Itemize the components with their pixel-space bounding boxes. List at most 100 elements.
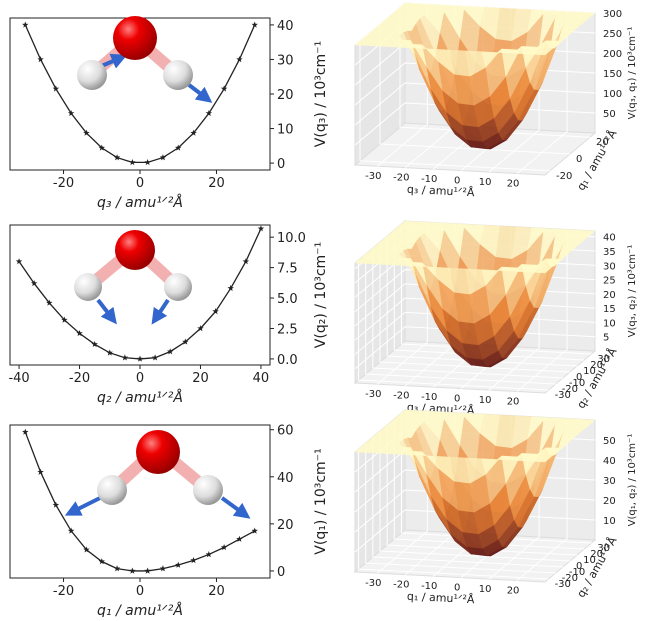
y-tick-label: 7.5 [277, 262, 298, 277]
x-tick-label: 10 [479, 395, 492, 406]
z-tick-label: 10 [603, 516, 616, 527]
star-marker [67, 109, 75, 117]
y-tick-label: 0 [576, 372, 582, 383]
star-marker [257, 225, 265, 232]
z-tick-label: 40 [603, 456, 616, 467]
star-marker [190, 129, 197, 136]
x-tick-label: 20 [507, 397, 520, 408]
star-marker [121, 354, 129, 361]
molecule-illustration [77, 16, 213, 103]
curve [24, 24, 256, 164]
x-tick-label: 40 [253, 371, 270, 386]
y-tick-label: 20 [590, 549, 603, 560]
line-chart: -20 0 20 0 10 20 30 40 q₃ / amu¹ᐟ²Å V(q₃) / 10³cm… [9, 17, 329, 211]
star-marker [220, 544, 228, 551]
star-marker [159, 565, 167, 572]
y-tick-label: 30 [597, 543, 610, 554]
z-tick-label: 35 [603, 247, 616, 258]
star-marker [98, 558, 105, 565]
z-axis-label: V(q₃, q₂) / 10³cm⁻¹ [627, 245, 638, 338]
star-marker [52, 501, 60, 508]
y-axis-label: V(q₂) / 10³cm⁻¹ [313, 242, 329, 348]
star-marker [212, 308, 219, 315]
surface-chart: -30 -20 -10 0 10 20 -20 0 20 50 100 150 200 250 300 q₃ … [353, 1, 638, 200]
z-tick-label: 200 [603, 49, 622, 60]
y-tick-label: 30 [597, 354, 610, 365]
x-tick-label: -20 [393, 173, 409, 184]
star-marker [83, 546, 90, 553]
star-marker [159, 154, 167, 161]
y-tick-label: -10 [569, 567, 585, 578]
star-marker [251, 21, 258, 28]
z-tick-label: 100 [603, 89, 622, 100]
star-marker [136, 355, 144, 362]
z-tick-label: 50 [603, 109, 616, 120]
x-axis-label: q₃ / amu¹ᐟ²Å [97, 194, 183, 211]
y-axis-label: V(q₁) / 10³cm⁻¹ [313, 448, 329, 554]
surface-patch [528, 268, 550, 274]
x-tick-label: 10 [479, 584, 492, 595]
star-marker [129, 159, 136, 166]
z-tick-label: 30 [603, 261, 616, 272]
grid-line [372, 248, 563, 379]
star-marker [106, 349, 114, 356]
grid-line [393, 230, 585, 361]
z-tick-label: 5 [603, 333, 609, 344]
x-tick-label: 0 [136, 176, 144, 191]
y-tick-label: 20 [590, 360, 603, 371]
y-tick-label: -10 [569, 378, 585, 389]
y-tick-label: 0 [277, 157, 285, 172]
y-tick-label: 0.0 [277, 353, 298, 368]
z-tick-label: 10 [603, 318, 616, 329]
star-marker [83, 129, 90, 136]
y-tick-label: -20 [562, 384, 578, 395]
star-marker [242, 258, 250, 265]
y-tick-label: 10 [583, 366, 596, 377]
star-marker [236, 535, 243, 542]
x-tick-label: -20 [393, 580, 409, 591]
grid-line [379, 242, 571, 373]
x-tick-label: -10 [421, 581, 437, 592]
star-marker [91, 340, 98, 348]
y-tick-label: -20 [562, 573, 578, 584]
surface-patch [528, 457, 550, 463]
y-tick-label: 10 [277, 123, 294, 138]
x-tick-label: 0 [454, 176, 460, 187]
x-tick-label: 20 [507, 179, 520, 190]
grid-line [354, 102, 596, 146]
x-tick-label: -10 [421, 174, 437, 185]
star-marker [22, 428, 29, 435]
line-chart: -20 0 20 0 20 40 60 q₁ / amu¹ᐟ²Å V(q₁) / 10³cm⁻¹ [9, 424, 329, 619]
star-marker [67, 527, 75, 534]
z-axis-label: V(q₃, q₁) / 10³cm⁻¹ [627, 27, 638, 120]
z-tick-label: 150 [603, 69, 622, 80]
x-axis-label: q₁ / amu¹ᐟ²Å [407, 590, 476, 607]
x-axis-label: q₃ / amu¹ᐟ²Å [407, 183, 476, 200]
star-marker [220, 85, 228, 92]
z-tick-label: 15 [603, 304, 616, 315]
x-tick-label: 20 [192, 371, 209, 386]
star-marker [129, 567, 136, 574]
star-marker [197, 325, 204, 332]
y-tick-label: -30 [555, 390, 571, 401]
star-marker [52, 85, 60, 92]
x-tick-label: 0 [454, 394, 460, 405]
z-tick-label: 250 [603, 29, 622, 40]
z-tick-label: 25 [603, 276, 616, 287]
x-tick-label: 20 [208, 176, 225, 191]
surface-chart: -30 -20 -10 0 10 20-30-20-1001020305101520253… [353, 219, 638, 417]
x-tick-label: 0 [136, 371, 144, 386]
star-marker [98, 144, 105, 151]
star-marker [76, 329, 83, 337]
x-tick-label: -30 [365, 171, 381, 182]
z-tick-label: 20 [603, 290, 616, 301]
plot-frame [9, 424, 271, 579]
y-tick-label: -20 [556, 171, 572, 182]
x-tick-label: -30 [365, 389, 381, 400]
surface-chart: -30 -20 -10 0 10 20-30-20-1001020301020304050… [353, 408, 638, 607]
x-tick-label: 20 [507, 586, 520, 597]
star-marker [175, 561, 182, 568]
star-marker [37, 56, 44, 63]
star-marker [22, 21, 29, 28]
